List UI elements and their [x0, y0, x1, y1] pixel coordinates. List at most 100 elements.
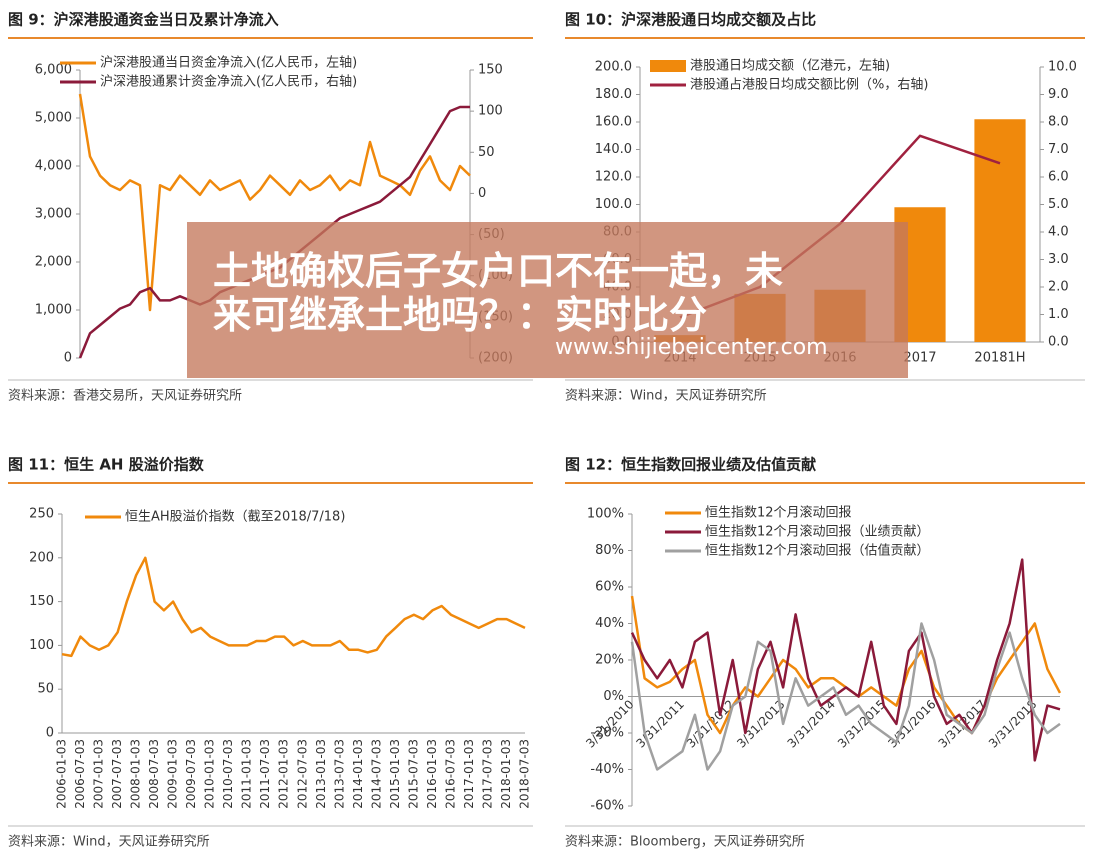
x-tick-label: 2008-07-03 — [147, 739, 161, 809]
y-tick-label: 3,000 — [35, 207, 72, 222]
legend-label: 恒生AH股溢价指数（截至2018/7/18) — [125, 510, 345, 525]
x-tick-label: 2009-01-03 — [166, 739, 180, 809]
y-tick-label: 250 — [29, 507, 54, 522]
y-tick-label: 6,000 — [35, 63, 72, 78]
y2-tick-label: 100 — [478, 104, 503, 119]
y-tick-label: 0 — [64, 351, 72, 366]
x-tick-label: 2009-07-03 — [184, 739, 198, 809]
y-tick-label: 60% — [595, 580, 624, 595]
y-tick-label: 160.0 — [595, 115, 632, 130]
x-tick-label: 2007-01-03 — [92, 739, 106, 809]
legend-label: 沪深港股通当日资金净流入(亿人民币，左轴) — [100, 55, 357, 71]
legend-label: 港股通占港股日均成交额比例（%，右轴) — [690, 77, 928, 93]
y-tick-label: -40% — [590, 762, 624, 777]
y2-tick-label: 1.0 — [1048, 307, 1069, 322]
y-tick-label: 200.0 — [595, 60, 632, 75]
series-line — [61, 556, 526, 658]
x-tick-label: 2015-01-03 — [388, 739, 402, 809]
x-tick-label: 20181H — [974, 351, 1025, 366]
y-tick-label: -20% — [590, 726, 624, 741]
source-note: 资料来源：Wind，天风证券研究所 — [8, 834, 210, 850]
x-tick-label: 2010-01-03 — [203, 739, 217, 809]
y-tick-label: 0 — [46, 726, 54, 741]
y-tick-label: 180.0 — [595, 87, 632, 102]
source-note: 资料来源：Bloomberg，天风证券研究所 — [565, 834, 805, 850]
y-tick-label: 140.0 — [595, 142, 632, 157]
x-tick-label: 2014-07-03 — [369, 739, 383, 809]
x-tick-label: 3/31/2014 — [785, 697, 838, 750]
y-tick-label: 50 — [37, 682, 54, 697]
y2-tick-label: 6.0 — [1048, 170, 1069, 185]
y2-tick-label: 150 — [478, 63, 503, 78]
x-tick-label: 2013-07-03 — [332, 739, 346, 809]
y-tick-label: -60% — [590, 799, 624, 814]
overlay-headline: 土地确权后子女户口不在一起，未 — [213, 249, 783, 293]
x-tick-label: 2017-07-03 — [480, 739, 494, 809]
legend-label: 恒生指数12个月滚动回报（估值贡献） — [705, 543, 930, 559]
x-tick-label: 2010-07-03 — [221, 739, 235, 809]
x-tick-label: 2015-07-03 — [406, 739, 420, 809]
overlay-url: www.shijiebeicenter.com — [555, 335, 828, 360]
y-tick-label: 4,000 — [35, 159, 72, 174]
y-tick-label: 40% — [595, 616, 624, 631]
x-tick-label: 2012-07-03 — [295, 739, 309, 809]
x-tick-label: 2006-01-03 — [55, 739, 69, 809]
legend-label: 港股通日均成交额（亿港元，左轴) — [690, 58, 890, 74]
x-tick-label: 2008-01-03 — [129, 739, 143, 809]
y2-tick-label: 8.0 — [1048, 115, 1069, 130]
x-tick-label: 2017-01-03 — [462, 739, 476, 809]
y2-tick-label: 7.0 — [1048, 142, 1069, 157]
series-line — [78, 93, 471, 312]
y2-tick-label: 50 — [478, 145, 495, 160]
x-tick-label: 3/31/2010 — [583, 697, 636, 750]
series-line — [630, 622, 1061, 771]
y2-tick-label: 2.0 — [1048, 280, 1069, 295]
y2-tick-label: 4.0 — [1048, 225, 1069, 240]
series-line — [630, 558, 1061, 762]
y-tick-label: 0% — [603, 689, 624, 704]
y-tick-label: 80% — [595, 543, 624, 558]
x-tick-label: 2017 — [903, 351, 936, 366]
chart-title: 图 11：恒生 AH 股溢价指数 — [8, 456, 205, 474]
x-tick-label: 2013-01-03 — [314, 739, 328, 809]
x-tick-label: 2011-07-03 — [258, 739, 272, 809]
source-note: 资料来源：Wind，天风证券研究所 — [565, 388, 767, 404]
y-tick-label: 120.0 — [595, 170, 632, 185]
x-tick-label: 2016-07-03 — [443, 739, 457, 809]
x-tick-label: 2011-01-03 — [240, 739, 254, 809]
y2-tick-label: 0.0 — [1048, 335, 1069, 350]
y2-tick-label: 10.0 — [1048, 60, 1077, 75]
chart-title: 图 10：沪深港股通日均成交额及占比 — [565, 11, 816, 29]
x-tick-label: 2018-01-03 — [499, 739, 513, 809]
x-tick-label: 2007-07-03 — [110, 739, 124, 809]
legend-swatch — [650, 60, 686, 72]
y-tick-label: 1,000 — [35, 303, 72, 318]
overlay-banner — [187, 222, 908, 378]
y2-tick-label: 5.0 — [1048, 197, 1069, 212]
x-tick-label: 2018-07-03 — [518, 739, 532, 809]
y-tick-label: 200 — [29, 550, 54, 565]
source-note: 资料来源：香港交易所，天风证券研究所 — [8, 388, 242, 404]
y-tick-label: 100.0 — [595, 197, 632, 212]
chart-title: 图 12：恒生指数回报业绩及估值贡献 — [565, 456, 816, 474]
x-tick-label: 2012-01-03 — [277, 739, 291, 809]
chart-title: 图 9：沪深港股通资金当日及累计净流入 — [8, 11, 279, 29]
legend-label: 沪深港股通累计资金净流入(亿人民币，右轴) — [100, 74, 357, 90]
y-tick-label: 20% — [595, 653, 624, 668]
y2-tick-label: 3.0 — [1048, 252, 1069, 267]
y-tick-label: 100% — [587, 507, 624, 522]
x-tick-label: 2006-07-03 — [73, 739, 87, 809]
y-tick-label: 2,000 — [35, 255, 72, 270]
overlay-headline: 来可继承土地吗？：实时比分 — [213, 293, 707, 337]
x-tick-label: 2016-01-03 — [425, 739, 439, 809]
legend-label: 恒生指数12个月滚动回报 — [705, 505, 852, 521]
y-tick-label: 5,000 — [35, 111, 72, 126]
bar — [974, 119, 1026, 342]
y2-tick-label: 0 — [478, 186, 486, 201]
x-tick-label: 3/31/2016 — [885, 697, 938, 750]
x-tick-label: 2014-01-03 — [351, 739, 365, 809]
y-tick-label: 150 — [29, 594, 54, 609]
y-tick-label: 100 — [29, 638, 54, 653]
legend-label: 恒生指数12个月滚动回报（业绩贡献） — [705, 524, 930, 540]
